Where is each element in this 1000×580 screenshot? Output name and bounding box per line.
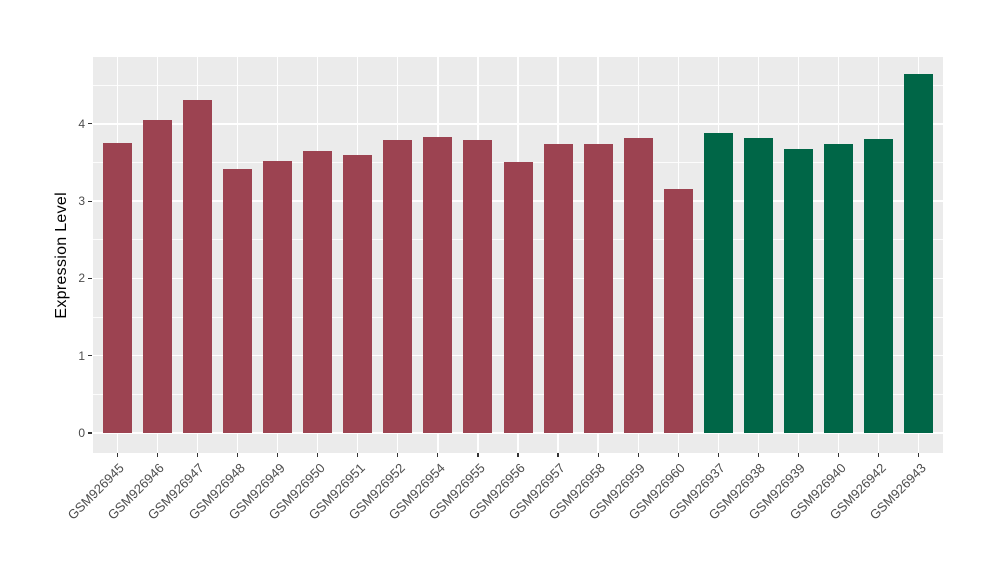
x-tick-mark [477,453,479,457]
x-tick-mark [797,453,800,457]
bar-GSM926951 [343,154,373,433]
bar-GSM926957 [543,143,573,433]
y-tick-mark [88,277,92,279]
x-tick-mark [677,453,679,457]
bar-GSM926937 [703,133,733,433]
bar-GSM926943 [904,74,934,433]
y-tick-mark [88,432,92,434]
y-axis-title-text: Expression Level [53,191,70,319]
y-tick-mark [88,200,92,202]
x-tick-mark [276,453,279,457]
y-tick-label: 2 [78,271,85,286]
y-axis-title: Expression Level [48,57,76,453]
y-tick-mark [88,123,92,125]
x-tick-mark [156,453,158,457]
bar-GSM926940 [824,143,854,433]
x-tick-mark [317,453,319,457]
bar-GSM926954 [423,136,453,433]
x-tick-mark [357,453,359,457]
x-tick-mark [196,453,199,457]
bar-GSM926955 [463,140,493,433]
bar-GSM926948 [223,168,252,433]
x-tick-mark [878,453,880,457]
bar-GSM926946 [142,119,172,433]
x-tick-mark [437,453,439,457]
x-tick-mark [837,453,840,457]
x-tick-mark [116,453,118,457]
x-tick-mark [517,453,519,457]
bar-GSM926952 [383,140,413,433]
y-tick-label: 0 [78,426,85,440]
x-tick-mark [557,453,559,457]
bar-GSM926950 [303,150,333,433]
x-tick-mark [397,453,399,457]
bar-GSM926956 [503,161,533,433]
bar-GSM926942 [864,139,894,433]
x-tick-mark [637,453,639,457]
bar-GSM926958 [583,143,613,433]
bar-GSM926960 [663,188,693,433]
bar-GSM926959 [623,137,653,433]
plot-panel [93,57,943,453]
x-tick-mark [236,453,239,457]
x-tick-mark [597,453,599,457]
y-tick-label: 3 [78,194,85,209]
bar-GSM926938 [743,137,773,433]
y-tick-label: 4 [78,116,85,131]
bar-GSM926947 [182,99,212,433]
y-tick-label: 1 [78,348,85,363]
x-tick-mark [757,453,759,457]
bar-GSM926939 [783,149,813,433]
x-tick-mark [717,453,719,457]
x-tick-mark [918,453,920,457]
bar-GSM926949 [263,160,293,433]
y-tick-mark [88,355,92,357]
bar-GSM926945 [102,143,132,433]
